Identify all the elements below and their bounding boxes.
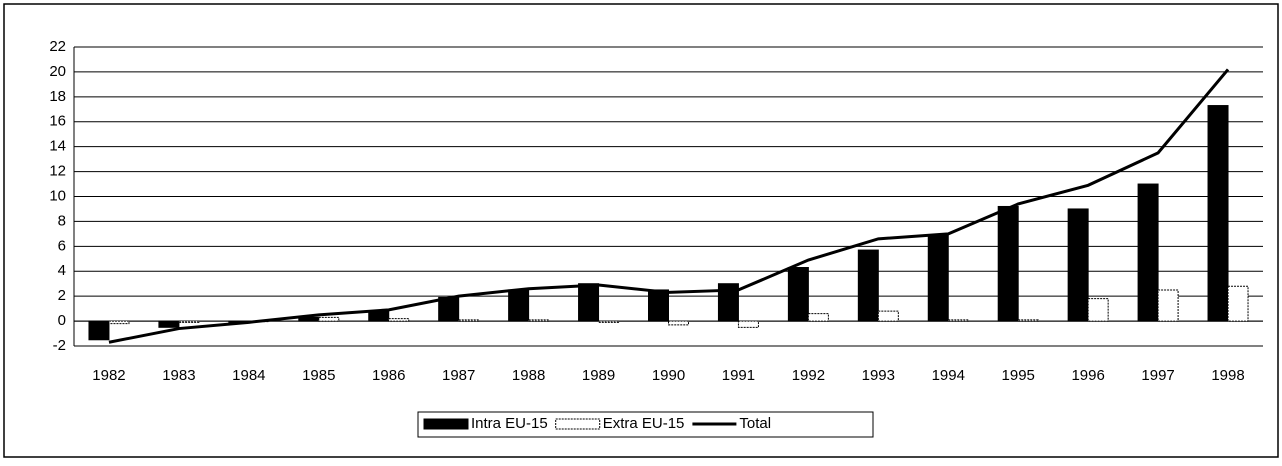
legend-label: Intra EU-15 — [471, 415, 548, 432]
y-tick-label: 14 — [49, 138, 66, 155]
bar — [857, 249, 879, 322]
bar — [1067, 208, 1089, 322]
bar — [947, 319, 969, 322]
legend-swatch — [423, 418, 469, 430]
bar — [318, 316, 340, 322]
y-tick-label: 2 — [58, 287, 66, 304]
bar — [787, 267, 809, 322]
bar — [458, 319, 480, 322]
x-tick-label: 1982 — [92, 367, 125, 384]
y-tick-label: 10 — [49, 187, 66, 204]
y-tick-label: 16 — [49, 113, 66, 130]
chart-frame — [3, 3, 1279, 458]
x-tick-label: 1985 — [302, 367, 335, 384]
bar — [388, 318, 410, 322]
bar — [108, 320, 130, 325]
bar — [88, 320, 110, 341]
x-tick-label: 1991 — [722, 367, 755, 384]
x-tick-label: 1990 — [652, 367, 685, 384]
y-tick-label: 18 — [49, 88, 66, 105]
bar — [1137, 183, 1159, 322]
y-tick-label: 0 — [58, 312, 66, 329]
bar — [158, 320, 180, 328]
legend-swatch — [555, 418, 601, 430]
y-tick-label: -2 — [53, 337, 66, 354]
line-series — [108, 68, 1230, 344]
bar — [927, 234, 949, 322]
bar — [997, 205, 1019, 322]
bar — [528, 319, 550, 322]
bar — [807, 313, 829, 322]
x-tick-label: 1996 — [1071, 367, 1104, 384]
bar — [717, 283, 739, 322]
x-tick-label: 1998 — [1211, 367, 1244, 384]
bar — [578, 283, 600, 322]
bar — [1227, 285, 1249, 322]
bar — [1157, 289, 1179, 322]
legend-label: Total — [739, 415, 771, 432]
bar — [648, 289, 669, 322]
y-tick-label: 4 — [58, 262, 66, 279]
bar — [368, 310, 390, 322]
x-tick-label: 1995 — [1002, 367, 1035, 384]
y-tick-label: 8 — [58, 212, 66, 229]
bar — [1087, 298, 1109, 322]
x-tick-label: 1988 — [512, 367, 545, 384]
x-tick-label: 1989 — [582, 367, 615, 384]
x-tick-label: 1987 — [442, 367, 475, 384]
bar — [737, 320, 759, 328]
x-tick-label: 1986 — [372, 367, 405, 384]
x-tick-label: 1984 — [232, 367, 265, 384]
bar — [1207, 105, 1229, 322]
x-tick-label: 1997 — [1141, 367, 1174, 384]
y-tick-label: 6 — [58, 237, 66, 254]
bar — [877, 310, 899, 322]
y-tick-label: 12 — [49, 163, 66, 180]
x-tick-label: 1993 — [862, 367, 895, 384]
bar — [598, 320, 620, 323]
bar — [178, 320, 200, 323]
x-tick-label: 1992 — [792, 367, 825, 384]
bar — [508, 289, 530, 322]
bar — [1017, 319, 1039, 322]
x-tick-label: 1994 — [932, 367, 965, 384]
y-tick-label: 22 — [49, 38, 66, 55]
y-tick-label: 20 — [49, 63, 66, 80]
bar — [668, 320, 689, 326]
legend-label: Extra EU-15 — [603, 415, 685, 432]
legend-box — [417, 411, 874, 438]
x-tick-label: 1983 — [162, 367, 195, 384]
